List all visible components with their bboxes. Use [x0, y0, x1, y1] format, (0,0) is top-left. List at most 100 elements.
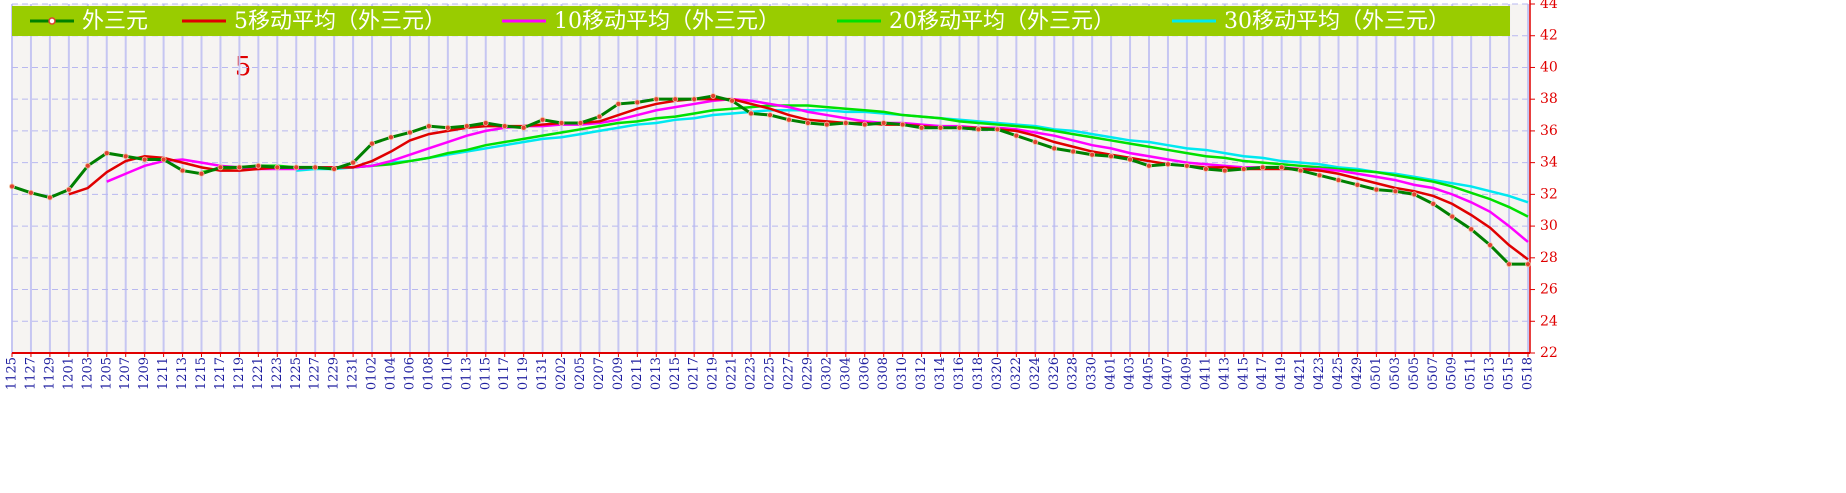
data-point: [672, 96, 679, 103]
data-point: [1506, 261, 1512, 268]
data-point: [596, 113, 603, 120]
data-point: [767, 112, 773, 118]
data-point: [1373, 186, 1380, 193]
data-point: [615, 101, 622, 107]
y-tick-label: 38: [1540, 91, 1558, 107]
data-point: [1165, 161, 1171, 168]
data-point: [407, 129, 413, 136]
x-tick-label: 0415: [1236, 357, 1251, 390]
data-point: [786, 116, 792, 123]
x-tick-label: 0205: [573, 357, 588, 390]
data-point: [160, 156, 167, 163]
x-tick-label: 0407: [1160, 357, 1175, 390]
x-tick-label: 0223: [744, 357, 759, 390]
data-point: [1354, 181, 1361, 188]
x-tick-label: 0324: [1028, 357, 1043, 390]
x-tick-label: 0511: [1464, 357, 1479, 390]
x-tick-label: 0207: [592, 357, 607, 390]
data-point: [1032, 139, 1039, 145]
x-tick-label: 0110: [440, 357, 455, 390]
data-point: [388, 134, 394, 141]
x-tick-label: 0505: [1407, 357, 1422, 390]
data-point: [1316, 172, 1323, 179]
data-point: [539, 116, 546, 123]
x-tick-label: 0515: [1502, 357, 1517, 390]
x-tick-label: 0507: [1426, 357, 1441, 390]
x-tick-label: 0423: [1312, 357, 1327, 390]
x-tick-label: 1129: [42, 357, 57, 390]
x-tick-label: 0221: [725, 357, 740, 390]
y-tick-label: 24: [1540, 313, 1558, 329]
data-point: [1184, 162, 1190, 169]
x-tick-label: 0501: [1369, 357, 1384, 390]
data-point: [729, 97, 735, 104]
data-point: [65, 186, 72, 193]
x-tick-label: 0104: [384, 357, 399, 390]
data-point: [501, 123, 508, 130]
data-point: [823, 121, 830, 128]
x-tick-label: 1127: [23, 357, 38, 390]
x-tick-label: 1231: [346, 357, 361, 390]
y-tick-label: 40: [1540, 59, 1558, 75]
x-tick-label: 0322: [1009, 357, 1024, 390]
y-tick-label: 22: [1540, 345, 1558, 361]
x-tick-label: 1227: [308, 357, 323, 390]
data-point: [748, 110, 754, 117]
x-tick-label: 0419: [1274, 357, 1289, 390]
x-tick-label: 1201: [61, 357, 76, 390]
y-tick-label: 32: [1540, 186, 1558, 202]
data-point: [1108, 153, 1114, 160]
x-tick-label: 0219: [706, 357, 721, 390]
x-tick-label: 0411: [1198, 357, 1213, 390]
x-tick-label: 0225: [763, 357, 778, 390]
data-point: [369, 140, 375, 147]
data-point: [1525, 261, 1531, 268]
data-point: [9, 183, 15, 190]
data-point: [634, 99, 641, 106]
data-point: [1392, 188, 1399, 195]
data-point: [956, 124, 963, 131]
x-tick-label: 1213: [175, 357, 190, 390]
data-point: [463, 123, 470, 130]
x-tick-label: 0119: [516, 357, 531, 390]
data-point: [918, 124, 925, 131]
x-tick-label: 0318: [971, 357, 986, 390]
data-point: [122, 153, 129, 160]
y-tick-label: 28: [1540, 250, 1558, 266]
y-tick-label: 36: [1540, 123, 1558, 139]
data-point: [1335, 177, 1342, 183]
data-point: [520, 124, 527, 131]
x-tick-label: 0115: [478, 357, 493, 390]
x-tick-label: 1221: [251, 357, 266, 390]
x-tick-label: 0405: [1142, 357, 1157, 390]
data-point: [1278, 164, 1285, 171]
y-tick-label: 42: [1540, 28, 1558, 44]
data-point: [577, 120, 584, 126]
x-tick-label: 0117: [497, 357, 512, 390]
data-point: [1070, 148, 1077, 155]
data-point: [141, 156, 148, 163]
data-point: [1259, 164, 1266, 171]
data-point: [312, 164, 319, 171]
legend-label: 5移动平均（外三元）: [234, 9, 446, 34]
data-point: [558, 120, 565, 126]
x-tick-label: 0330: [1085, 357, 1100, 390]
x-tick-label: 0403: [1123, 357, 1138, 390]
data-point: [1487, 242, 1493, 249]
x-tick-label: 0413: [1217, 357, 1232, 390]
x-tick-label: 0102: [365, 357, 380, 390]
data-point: [1146, 162, 1152, 169]
legend-bg: [12, 6, 1510, 36]
x-tick-label: 1229: [327, 357, 342, 390]
x-tick-label: 0227: [781, 357, 796, 390]
data-point: [198, 170, 205, 177]
data-point: [47, 194, 53, 201]
x-tick-label: 0409: [1179, 357, 1194, 390]
series-line: [201, 104, 1529, 218]
x-tick-label: 0217: [687, 357, 702, 390]
x-tick-label: 1217: [213, 357, 228, 390]
data-point: [444, 124, 451, 131]
data-point: [350, 159, 357, 166]
y-tick-label: 26: [1540, 282, 1558, 298]
data-point: [1449, 213, 1456, 220]
